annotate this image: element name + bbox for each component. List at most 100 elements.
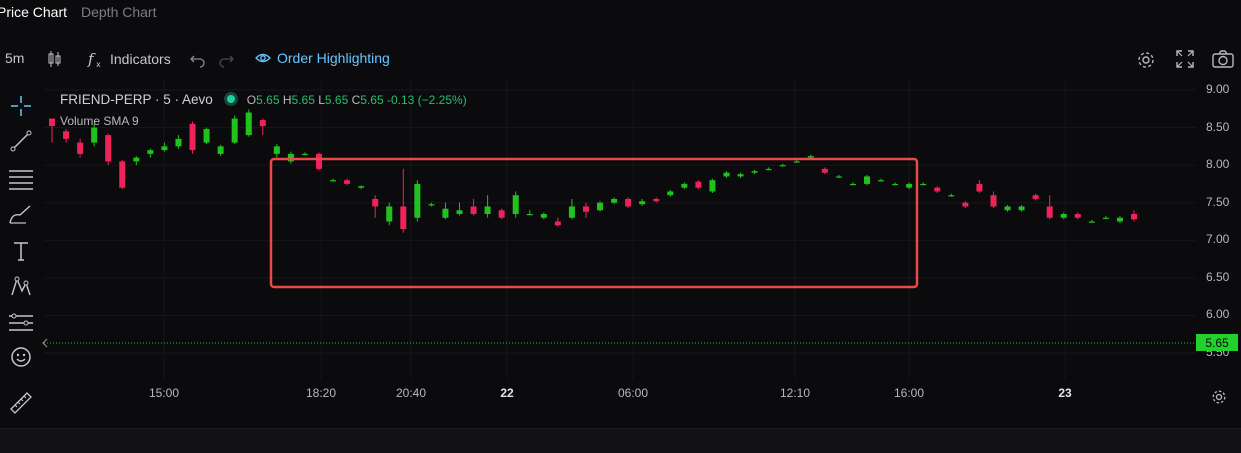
brush-tool[interactable] [8, 202, 34, 228]
settings-button[interactable] [1136, 50, 1156, 70]
price-chart-canvas[interactable] [44, 80, 1196, 380]
prediction-tool[interactable] [8, 310, 34, 336]
undo-button[interactable] [189, 50, 207, 68]
candle-body [470, 206, 477, 214]
candle-body [1032, 195, 1039, 199]
candle-body [498, 210, 505, 218]
collapse-toolbar-icon[interactable] [41, 338, 49, 348]
candle-body [597, 202, 604, 211]
candle [400, 168, 407, 233]
candle-body [582, 206, 589, 212]
candle-body [133, 157, 140, 162]
candle-body [344, 180, 351, 184]
interval-label: 5m [5, 50, 25, 66]
candle-body [751, 171, 758, 173]
axis-settings-icon[interactable] [1211, 389, 1227, 405]
redo-icon [219, 55, 234, 68]
candle [386, 202, 393, 226]
tab-depth-chart[interactable]: Depth Chart [81, 4, 157, 20]
interval-button[interactable]: 5m [5, 50, 24, 66]
crosshair-tool[interactable] [8, 93, 34, 119]
price-axis[interactable]: 9.00 8.50 8.00 7.50 7.00 6.50 6.00 5.50 [1196, 80, 1241, 400]
candle-body [948, 195, 955, 197]
price-tick-label: 7.50 [1206, 194, 1230, 209]
text-tool[interactable] [8, 238, 34, 264]
time-axis[interactable]: 15:00 18:20 20:40 22 06:00 12:10 16:00 23 [44, 386, 1196, 406]
candle-body [653, 198, 660, 202]
candle-body [990, 195, 997, 207]
candle [442, 202, 449, 220]
tab-price-chart[interactable]: Price Chart [0, 4, 68, 20]
emoji-tool[interactable] [8, 344, 34, 370]
candle-body [175, 138, 182, 147]
candle [414, 180, 421, 222]
fullscreen-button[interactable] [1176, 50, 1194, 68]
time-tick-label: 18:20 [305, 386, 337, 400]
candle-body [920, 183, 927, 186]
candle [611, 197, 618, 205]
gear-icon [1138, 52, 1154, 68]
chart-grid [44, 80, 1196, 380]
fib-tool[interactable] [8, 166, 34, 192]
candle-body [49, 118, 55, 127]
candle-body [695, 181, 702, 188]
pattern-tool[interactable] [8, 274, 34, 300]
candle [49, 118, 55, 143]
candle-body [245, 112, 252, 136]
ruler-tool[interactable] [8, 390, 34, 416]
candle-body [1088, 221, 1095, 223]
screenshot-button[interactable] [1212, 50, 1234, 68]
candle [864, 174, 871, 186]
candle-body [414, 183, 421, 218]
candle [695, 180, 702, 190]
candle [681, 182, 688, 190]
trend-line-tool[interactable] [8, 128, 34, 154]
price-tick-label: 9.00 [1206, 82, 1230, 96]
candle [948, 193, 955, 197]
candle [709, 178, 716, 193]
order-highlighting-button[interactable]: Order Highlighting [255, 50, 390, 66]
volume-sma-label[interactable]: Volume SMA 9 [60, 114, 139, 128]
chart-tabs: Price Chart Depth Chart [0, 0, 1241, 24]
candle [751, 169, 758, 175]
candle-body [976, 183, 983, 192]
candle [189, 121, 196, 154]
candle [259, 118, 266, 136]
candle-body [625, 198, 632, 207]
candle [1088, 219, 1095, 224]
redo-button[interactable] [217, 50, 235, 68]
order-highlighting-label: Order Highlighting [277, 50, 390, 66]
candle [526, 210, 533, 216]
change-value: -0.13 (−2.25%) [386, 93, 467, 107]
candle-body [273, 146, 280, 154]
chart-legend: FRIEND-PERP · 5 · Aevo O5.65 H5.65 L5.65 … [60, 92, 467, 107]
candle [723, 171, 730, 178]
candle-body [484, 206, 491, 214]
candle-body [91, 127, 98, 143]
candle [330, 178, 337, 182]
open-value: 5.65 [256, 93, 280, 107]
order-highlight-box [269, 157, 919, 289]
text-icon [14, 242, 28, 261]
candle-type-button[interactable] [46, 50, 64, 68]
candle-body [554, 221, 561, 226]
candle [1116, 216, 1123, 224]
symbol-title[interactable]: FRIEND-PERP · 5 · Aevo [60, 92, 213, 107]
time-tick-label: 23 [1058, 386, 1072, 400]
candle-body [526, 213, 533, 216]
price-tick-label: 6.50 [1206, 269, 1230, 284]
candle [625, 197, 632, 208]
candle-body [835, 176, 842, 178]
candle [498, 208, 505, 220]
eye-icon [255, 53, 271, 63]
candle-body [161, 146, 168, 151]
candle-body [540, 213, 547, 218]
candle-body [568, 206, 575, 218]
time-tick-label: 20:40 [395, 386, 427, 400]
candle [372, 195, 379, 218]
candle-body [400, 206, 407, 230]
candle [976, 180, 983, 193]
time-tick-label: 15:00 [148, 386, 180, 400]
trend-line-icon [10, 130, 32, 152]
